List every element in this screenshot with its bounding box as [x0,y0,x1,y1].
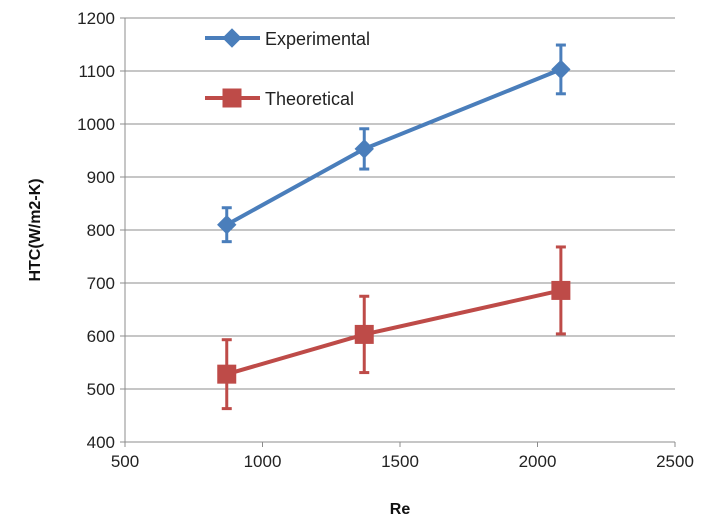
data-point [551,280,571,300]
data-point [217,214,237,235]
x-tick-label: 1000 [244,452,282,471]
series-theoretical [217,245,571,411]
legend-marker [222,28,242,48]
x-tick-label: 2000 [519,452,557,471]
legend-label: Experimental [265,29,370,49]
gridlines [125,17,675,390]
y-tick-label: 1000 [77,115,115,134]
data-point [354,139,374,159]
legend-item-experimental: Experimental [205,28,370,49]
y-tick-label: 900 [87,168,115,187]
legend-label: Theoretical [265,89,354,109]
data-point [354,324,374,344]
y-tick-label: 700 [87,274,115,293]
series-experimental [217,43,571,244]
y-tick-labels: 400 500 600 700 800 900 1000 1100 1200 [77,9,115,452]
y-tick-label: 1200 [77,9,115,28]
data-point [217,364,237,384]
legend: Experimental Theoretical [205,28,370,109]
x-tick-label: 1500 [381,452,419,471]
legend-marker [222,88,242,108]
axes [120,17,676,447]
y-tick-label: 800 [87,221,115,240]
data-point [551,59,571,80]
y-axis-title: HTC(W/m2-K) [27,178,44,281]
y-tick-label: 1100 [78,62,115,81]
x-tick-label: 2500 [656,452,694,471]
y-tick-label: 500 [87,380,115,399]
x-axis-title: Re [390,501,411,518]
y-tick-label: 400 [87,433,115,452]
legend-item-theoretical: Theoretical [205,88,354,109]
y-tick-label: 600 [87,327,115,346]
series-line [226,288,562,377]
x-tick-label: 500 [111,452,139,471]
plot-area [217,43,571,411]
x-tick-labels: 500 1000 1500 2000 2500 [111,452,694,471]
